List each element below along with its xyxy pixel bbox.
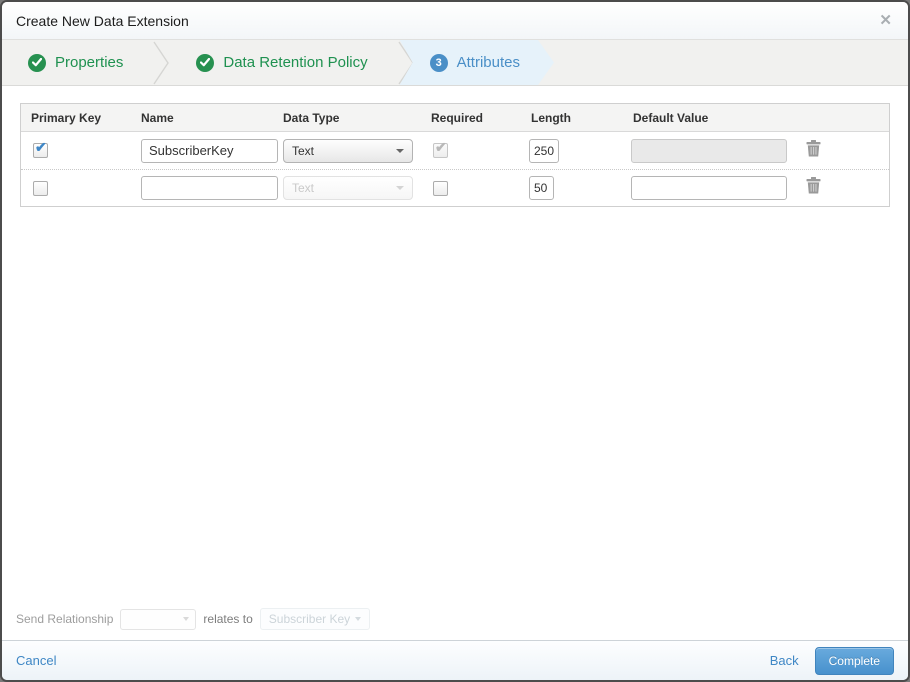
step-number-badge: 3	[430, 54, 448, 72]
step-properties[interactable]: Properties	[2, 40, 153, 85]
primary-key-checkbox[interactable]	[33, 139, 48, 158]
dialog-footer: Cancel Back Complete	[2, 640, 908, 680]
col-header-required: Required	[431, 110, 484, 125]
data-type-value: Text	[292, 181, 315, 195]
data-type-select[interactable]: Text	[283, 138, 413, 163]
required-checkbox[interactable]	[433, 180, 448, 196]
step-label: Attributes	[456, 54, 520, 71]
send-relationship-label: Send Relationship	[16, 612, 114, 626]
step-data-retention-policy[interactable]: Data Retention Policy	[170, 40, 397, 85]
table-header-row: Primary Key Name Data Type Required Leng…	[21, 104, 889, 132]
send-relationship-row: Send Relationship relates to Subscriber …	[16, 608, 371, 630]
complete-button[interactable]: Complete	[814, 646, 894, 675]
dialog-content: Primary Key Name Data Type Required Leng…	[2, 86, 908, 640]
default-value-input	[631, 138, 787, 163]
step-attributes[interactable]: 3 Attributes	[400, 40, 554, 85]
trash-icon[interactable]	[806, 177, 821, 199]
relates-to-label: relates to	[203, 612, 253, 626]
chevron-down-icon	[396, 186, 404, 190]
data-type-value: Text	[292, 143, 315, 158]
dialog-title: Create New Data Extension	[16, 12, 189, 29]
chevron-down-icon	[355, 617, 362, 621]
step-label: Data Retention Policy	[223, 54, 368, 71]
step-label: Properties	[55, 54, 124, 71]
col-header-primary-key: Primary Key	[31, 110, 102, 125]
attribute-row: Text	[21, 132, 889, 169]
length-input[interactable]	[529, 176, 554, 200]
attributes-table: Primary Key Name Data Type Required Leng…	[20, 103, 890, 207]
trash-icon[interactable]	[806, 139, 821, 162]
default-value-input[interactable]	[631, 176, 787, 200]
col-header-data-type: Data Type	[283, 110, 340, 125]
chevron-down-icon	[183, 617, 190, 621]
check-icon	[28, 53, 46, 72]
back-link[interactable]: Back	[769, 653, 799, 668]
chevron-down-icon	[396, 148, 404, 153]
check-icon	[196, 53, 215, 72]
close-icon[interactable]: ✕	[879, 12, 892, 29]
required-checkbox	[433, 139, 448, 158]
dialog-titlebar: Create New Data Extension ✕	[2, 2, 908, 40]
subscriber-key-select: Subscriber Key	[259, 608, 371, 630]
length-input[interactable]	[529, 138, 559, 163]
subscriber-key-value: Subscriber Key	[268, 612, 351, 626]
wizard-step-bar: Properties Data Retention Policy 3 Attri…	[2, 40, 908, 86]
data-type-select: Text	[283, 176, 413, 200]
col-header-default-value: Default Value	[633, 110, 709, 125]
col-header-length: Length	[531, 110, 571, 125]
step-separator	[153, 41, 170, 84]
col-header-name: Name	[141, 110, 174, 125]
attribute-row: Text	[21, 169, 889, 206]
name-input[interactable]	[141, 138, 278, 163]
send-relationship-select	[120, 608, 197, 630]
name-input[interactable]	[141, 176, 278, 200]
cancel-link[interactable]: Cancel	[16, 653, 57, 668]
primary-key-checkbox[interactable]	[33, 180, 48, 196]
